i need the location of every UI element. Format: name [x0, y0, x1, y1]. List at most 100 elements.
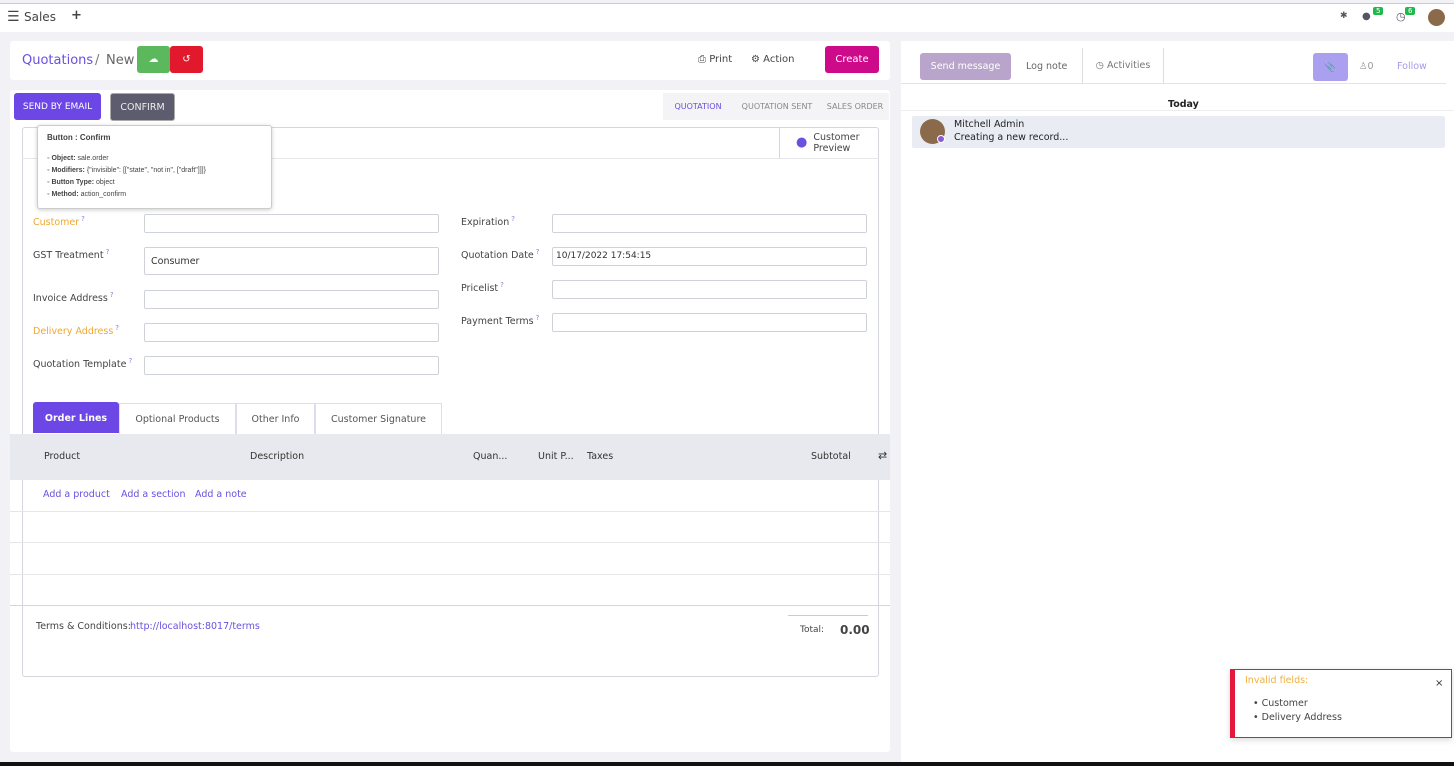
- tooltip-item: ◦ Object: sale.order: [47, 155, 109, 162]
- activities-button[interactable]: ◷ Activities: [1082, 48, 1164, 83]
- tooltip-item: ◦ Method: action_confirm: [47, 191, 127, 198]
- followers-button[interactable]: ♙0: [1359, 61, 1374, 72]
- globe-icon: ●: [796, 135, 808, 150]
- message: Mitchell Admin Creating a new record...: [912, 116, 1445, 148]
- customer-label: Customer?: [33, 215, 85, 229]
- table-row: [10, 574, 890, 575]
- undo-icon: ↺: [182, 54, 191, 65]
- optional-columns-icon[interactable]: ⇄: [878, 449, 888, 462]
- column-subtotal[interactable]: Subtotal: [811, 451, 851, 462]
- create-button[interactable]: Create: [825, 46, 879, 73]
- tab-optional-products[interactable]: Optional Products: [119, 403, 236, 434]
- menu-icon[interactable]: ☰: [7, 9, 20, 25]
- add-product-link[interactable]: Add a product: [43, 489, 110, 500]
- list-item: • Delivery Address: [1253, 712, 1342, 723]
- payment-terms-label: Payment Terms?: [461, 314, 540, 328]
- quotation-template-label: Quotation Template?: [33, 357, 133, 371]
- pricelist-input[interactable]: [552, 280, 867, 299]
- stage-quotation[interactable]: QUOTATION: [674, 102, 722, 111]
- button-box-divider: [22, 158, 879, 159]
- print-button[interactable]: ⎙ Print: [698, 54, 732, 65]
- chatter: Send message Log note ◷ Activities 📎 ♙0 …: [901, 41, 1454, 762]
- quotation-date-label: Quotation Date?: [461, 248, 540, 262]
- customer-preview-label: Customer Preview: [813, 131, 860, 154]
- new-icon[interactable]: +: [71, 8, 82, 23]
- date-separator-line: [901, 110, 1454, 111]
- add-note-link[interactable]: Add a note: [195, 489, 247, 500]
- gst-treatment-label: GST Treatment?: [33, 248, 110, 262]
- breadcrumb-separator: /: [95, 53, 100, 68]
- add-section-link[interactable]: Add a section: [121, 489, 186, 500]
- tooltip-item: ◦ Button Type: object: [47, 179, 115, 186]
- column-unit-price[interactable]: Unit P...: [538, 451, 574, 462]
- printer-icon: ⎙: [698, 54, 706, 65]
- customer-input[interactable]: [144, 214, 439, 233]
- order-lines-header: Product Description Quan... Unit P... Ta…: [10, 434, 890, 480]
- total-value: 0.00: [840, 623, 870, 637]
- terms-link[interactable]: http://localhost:8017/terms: [130, 621, 260, 632]
- status-pipeline: QUOTATION QUOTATION SENT SALES ORDER: [663, 93, 889, 120]
- tab-order-lines[interactable]: Order Lines: [33, 402, 119, 433]
- table-bottom: [10, 605, 890, 606]
- total-divider: [788, 615, 868, 616]
- stage-sales-order[interactable]: SALES ORDER: [826, 102, 884, 111]
- user-icon: ♙: [1359, 61, 1368, 72]
- delivery-address-label: Delivery Address?: [33, 324, 120, 338]
- app-name[interactable]: Sales: [24, 10, 56, 24]
- messages-icon[interactable]: ●: [1362, 11, 1371, 22]
- clock-icon: ◷: [1095, 60, 1104, 71]
- activities-badge: 6: [1405, 7, 1416, 15]
- confirm-button[interactable]: CONFIRM: [110, 93, 175, 121]
- close-icon[interactable]: ×: [1435, 678, 1444, 689]
- date-separator: Today: [1164, 99, 1203, 110]
- stage-quotation-sent[interactable]: QUOTATION SENT: [741, 102, 813, 111]
- messages-badge: 5: [1373, 7, 1384, 15]
- payment-terms-input[interactable]: [552, 313, 867, 332]
- expiration-input[interactable]: [552, 214, 867, 233]
- control-panel: Quotations / New ☁ ↺ ⎙ Print ⚙ Action Cr…: [10, 41, 890, 80]
- activities-clock-icon[interactable]: ◷: [1396, 10, 1406, 23]
- message-author[interactable]: Mitchell Admin: [954, 119, 1025, 130]
- top-navbar: ☰ Sales + ✱ ● 5 ◷ 6: [0, 3, 1454, 32]
- save-button[interactable]: ☁: [137, 46, 170, 73]
- invoice-address-input[interactable]: [144, 290, 439, 309]
- invalid-fields-list: • Customer • Delivery Address: [1253, 697, 1342, 725]
- follow-button[interactable]: Follow: [1397, 61, 1427, 72]
- debug-bug-icon[interactable]: ✱: [1340, 11, 1348, 21]
- message-body: Creating a new record...: [954, 132, 1069, 143]
- paperclip-icon: 📎: [1324, 61, 1337, 73]
- online-status-icon: [937, 135, 945, 143]
- tab-other-info[interactable]: Other Info: [236, 403, 315, 434]
- log-note-button[interactable]: Log note: [1026, 61, 1068, 72]
- total-label: Total:: [800, 625, 825, 635]
- table-row: [10, 542, 890, 543]
- send-message-button[interactable]: Send message: [920, 53, 1011, 80]
- quotation-date-input[interactable]: 10/17/2022 17:54:15: [552, 247, 867, 266]
- form-sheet: [22, 127, 879, 677]
- gst-treatment-select[interactable]: Consumer: [144, 247, 439, 275]
- send-by-email-button[interactable]: SEND BY EMAIL: [14, 93, 101, 120]
- column-quantity[interactable]: Quan...: [473, 451, 508, 462]
- action-button[interactable]: ⚙ Action: [751, 54, 794, 65]
- tooltip-item: ◦ Modifiers: {"invisible": [["state", "n…: [47, 167, 206, 174]
- customer-preview-button[interactable]: ● Customer Preview: [779, 127, 879, 158]
- discard-button[interactable]: ↺: [170, 46, 203, 73]
- invalid-fields-notification: Invalid fields: × • Customer • Delivery …: [1230, 669, 1452, 738]
- column-taxes[interactable]: Taxes: [587, 451, 614, 462]
- gear-icon: ⚙: [751, 54, 760, 65]
- delivery-address-input[interactable]: [144, 323, 439, 342]
- print-label: Print: [709, 54, 733, 65]
- chatter-divider: [901, 83, 1446, 84]
- column-description[interactable]: Description: [250, 451, 305, 462]
- tab-customer-signature[interactable]: Customer Signature: [315, 403, 442, 434]
- attachment-button[interactable]: 📎: [1313, 53, 1348, 81]
- user-avatar[interactable]: [1428, 9, 1445, 26]
- tooltip-title: Button : Confirm: [47, 133, 111, 142]
- confirm-tooltip: Button : Confirm ◦ Object: sale.order ◦ …: [37, 125, 272, 209]
- bottom-edge: [0, 762, 1454, 766]
- cloud-upload-icon: ☁: [148, 54, 159, 65]
- column-product[interactable]: Product: [44, 451, 81, 462]
- expiration-label: Expiration?: [461, 215, 515, 229]
- quotation-template-input[interactable]: [144, 356, 439, 375]
- breadcrumb-quotations[interactable]: Quotations: [22, 53, 94, 68]
